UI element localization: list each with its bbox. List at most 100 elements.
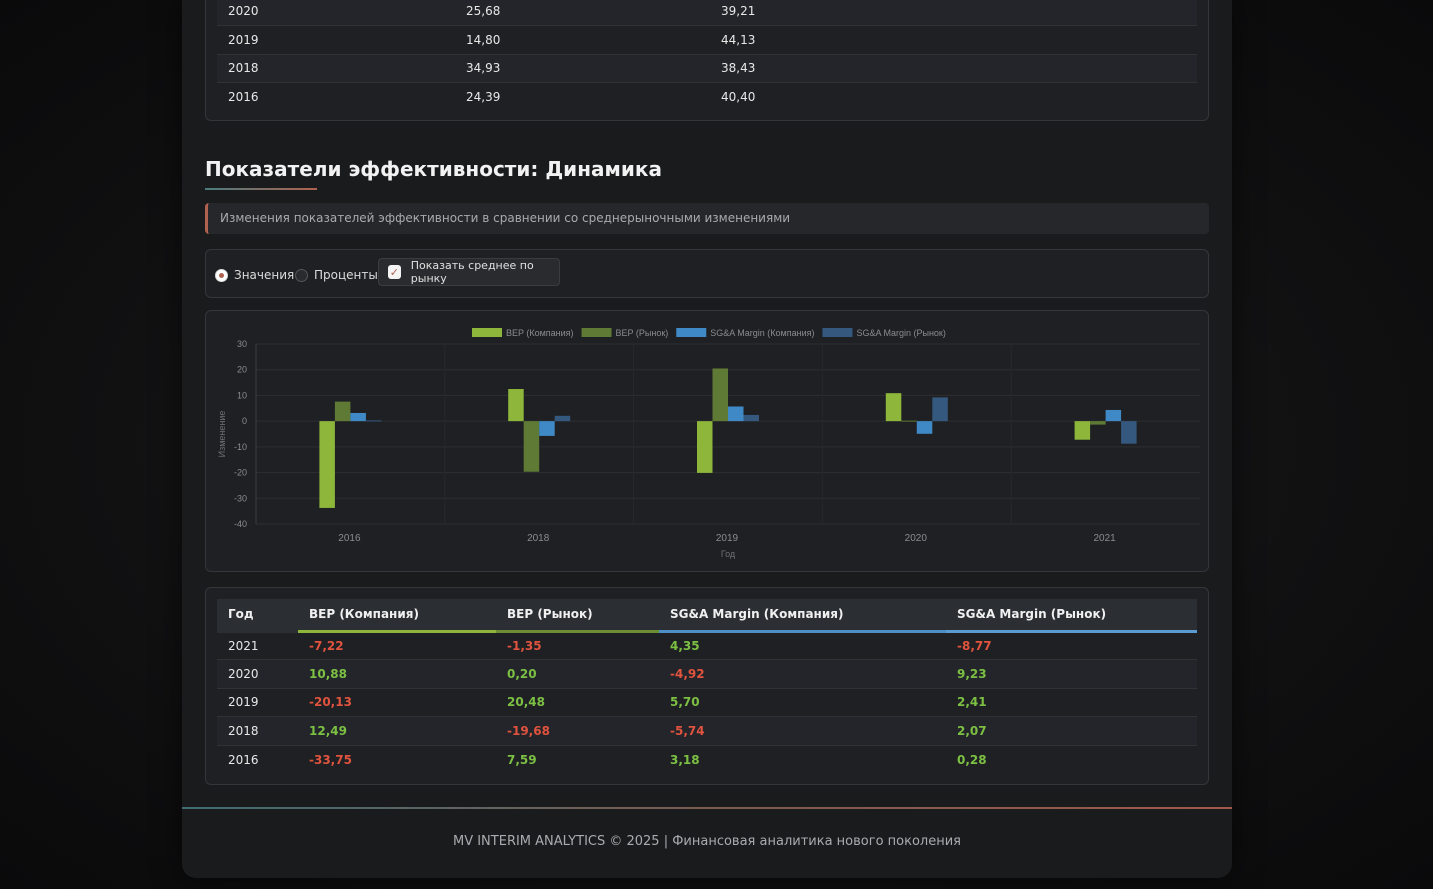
header-sga-company: SG&A Margin (Компания) [659, 599, 946, 633]
bar [728, 406, 744, 422]
bar [1105, 409, 1122, 422]
market-average-label: Показать среднее по рынку [410, 259, 534, 285]
x-tick-label: 2018 [527, 533, 550, 544]
bottom-table-card: Год BEP (Компания) BEP (Рынок) SG&A Marg… [205, 587, 1209, 785]
value-cell: 10,88 [309, 666, 347, 681]
radio-percent-dot[interactable] [295, 268, 308, 282]
bar [712, 368, 728, 422]
bar [523, 421, 540, 472]
value-cell: 39,21 [721, 4, 756, 18]
x-tick-label: 2021 [1093, 533, 1116, 544]
header-sga-market: SG&A Margin (Рынок) [946, 599, 1197, 633]
bar [743, 414, 759, 422]
legend-swatch [676, 328, 707, 337]
y-tick-label: 0 [242, 416, 247, 426]
x-tick-label: 2020 [905, 533, 928, 544]
y-tick-label: 20 [237, 365, 247, 375]
market-average-toggle[interactable]: ✓ Показать среднее по рынку [378, 258, 560, 286]
legend-swatch [472, 328, 502, 337]
year-cell: 2019 [228, 32, 259, 47]
value-cell: 4,35 [670, 638, 700, 653]
bar [697, 421, 713, 473]
y-tick-label: -40 [234, 519, 247, 529]
legend-label: BEP (Компания) [506, 328, 574, 338]
header-year: Год [217, 599, 298, 633]
value-cell: -33,75 [309, 752, 352, 767]
radio-percent[interactable]: Проценты [295, 268, 378, 282]
bar [1074, 421, 1091, 440]
y-axis-label: Изменение [217, 411, 227, 458]
bar [901, 420, 917, 422]
section-title: Показатели эффективности: Динамика [205, 157, 662, 181]
year-cell: 2016 [228, 90, 259, 104]
bar [508, 389, 524, 422]
radio-values[interactable]: Значения [215, 268, 294, 282]
footer-divider [182, 807, 1232, 809]
x-axis-label: Год [721, 549, 736, 559]
bar [350, 412, 366, 422]
year-cell: 2018 [228, 61, 259, 76]
value-cell: 12,49 [309, 723, 347, 738]
x-tick-label: 2019 [716, 533, 739, 544]
table-row: 2018 34,93 38,43 [217, 54, 1197, 83]
value-cell: -7,22 [309, 638, 344, 653]
table-row: 2019 -20,13 20,48 5,70 2,41 [217, 688, 1197, 717]
legend-label: BEP (Рынок) [616, 328, 669, 338]
top-data-table: 2020 25,68 39,21 2019 14,80 44,13 2018 3… [217, 0, 1197, 111]
dynamics-table: Год BEP (Компания) BEP (Рынок) SG&A Marg… [217, 599, 1197, 774]
checkmark-icon[interactable]: ✓ [388, 265, 401, 279]
table-row: 2018 12,49 -19,68 -5,74 2,07 [217, 716, 1197, 745]
table-row: 2020 25,68 39,21 [217, 0, 1197, 26]
bar [1090, 421, 1106, 425]
value-cell: -19,68 [507, 723, 550, 738]
value-cell: 40,40 [721, 90, 756, 104]
header-bep-company: BEP (Компания) [298, 599, 496, 633]
value-cell: 2,41 [957, 695, 987, 710]
value-cell: -20,13 [309, 695, 352, 710]
table-row: 2016 24,39 40,40 [217, 83, 1197, 112]
year-cell: 2016 [228, 752, 259, 767]
y-tick-label: -10 [234, 442, 247, 452]
controls-card: Значения Проценты ✓ Показать среднее по … [205, 249, 1209, 298]
bar [334, 401, 351, 422]
value-cell: 20,48 [507, 695, 545, 710]
table-header-row: Год BEP (Компания) BEP (Рынок) SG&A Marg… [217, 599, 1197, 633]
table-row: 2021 -7,22 -1,35 4,35 -8,77 [217, 631, 1197, 660]
legend-swatch [581, 328, 612, 337]
value-cell: 2,07 [957, 723, 987, 738]
bar [932, 397, 948, 422]
value-cell: 9,23 [957, 666, 987, 681]
y-tick-label: -20 [234, 468, 247, 478]
value-cell: 14,80 [466, 32, 501, 47]
bar [554, 415, 571, 422]
value-cell: 38,43 [721, 61, 756, 76]
page-container: 2020 25,68 39,21 2019 14,80 44,13 2018 3… [182, 0, 1232, 878]
table-row: 2019 14,80 44,13 [217, 26, 1197, 54]
title-underline [205, 188, 317, 190]
bar [916, 421, 933, 434]
bar [319, 421, 335, 508]
radio-values-dot[interactable] [215, 268, 228, 282]
value-cell: 25,68 [466, 4, 501, 18]
bar [539, 421, 555, 436]
chart-card: 30 20 10 0 -10 -20 -30 -40 Изменение 2016 2018 2019… [205, 310, 1209, 572]
bar [1121, 421, 1137, 444]
section-description: Изменения показателей эффективности в ср… [205, 203, 1209, 234]
table-row: 2016 -33,75 7,59 3,18 0,28 [217, 745, 1197, 774]
footer-text: MV INTERIM ANALYTICS © 2025 | Финансовая… [452, 834, 961, 849]
year-cell: 2020 [228, 666, 259, 681]
header-bep-market: BEP (Рынок) [496, 599, 659, 633]
value-cell: 0,20 [507, 666, 537, 681]
year-cell: 2019 [228, 695, 259, 710]
year-cell: 2018 [228, 723, 259, 738]
value-cell: 0,28 [957, 752, 987, 767]
bar-chart: 30 20 10 0 -10 -20 -30 -40 Изменение 2016 2018 2019… [217, 328, 1200, 559]
value-cell: -1,35 [507, 638, 542, 653]
legend-label: SG&A Margin (Компания) [710, 328, 814, 338]
value-cell: 3,18 [670, 752, 700, 767]
legend-label: SG&A Margin (Рынок) [856, 328, 945, 338]
year-cell: 2020 [228, 4, 259, 18]
value-cell: 5,70 [670, 695, 700, 710]
y-tick-label: -30 [234, 493, 247, 503]
value-cell: 44,13 [721, 32, 756, 47]
